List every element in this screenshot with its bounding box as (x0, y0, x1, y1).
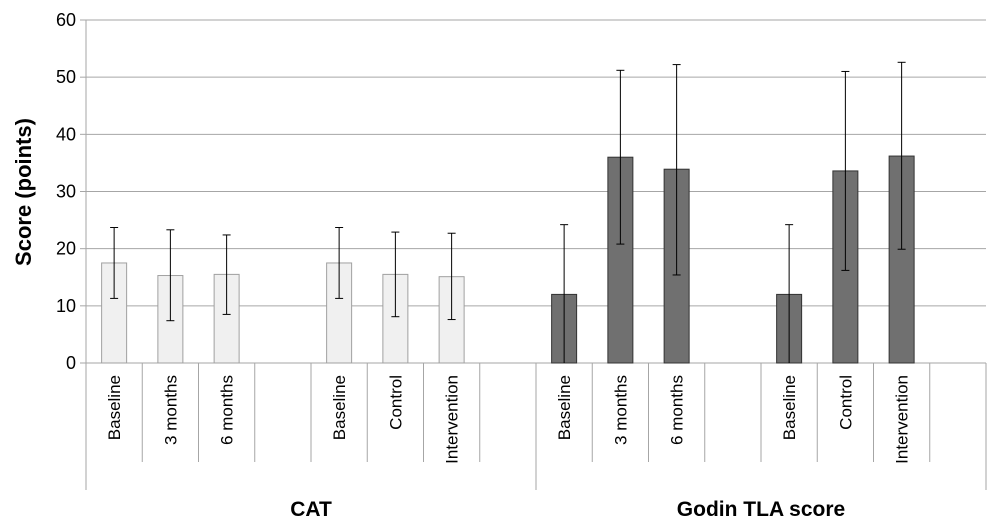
y-tick-label: 20 (56, 239, 76, 259)
x-category-label: Control (386, 375, 405, 430)
x-category-label: Baseline (330, 375, 349, 440)
x-category-label: 3 months (611, 375, 630, 445)
x-category-label: Baseline (780, 375, 799, 440)
group-label: Godin TLA score (677, 498, 845, 521)
x-category-label: 6 months (218, 375, 237, 445)
y-tick-label: 50 (56, 67, 76, 87)
x-category-label: Intervention (893, 375, 912, 464)
x-category-label: Baseline (555, 375, 574, 440)
x-category-label: Control (836, 375, 855, 430)
bars (101, 61, 915, 364)
x-category-label: Intervention (443, 375, 462, 464)
y-tick-label: 0 (66, 353, 76, 373)
x-category-label: Baseline (105, 375, 124, 440)
x-category-label: 3 months (161, 375, 180, 445)
bar (326, 262, 353, 364)
y-tick-label: 10 (56, 296, 76, 316)
group-label: CAT (290, 498, 332, 521)
y-tick-label: 30 (56, 182, 76, 202)
labels: 0 10 20 30 40 50 60 Baseline 3 months 6 months Bas… (56, 10, 912, 521)
x-category-label: 6 months (668, 375, 687, 445)
y-axis-title: Score (points) (11, 118, 36, 266)
y-tick-label: 40 (56, 124, 76, 144)
y-tick-label: 60 (56, 10, 76, 30)
